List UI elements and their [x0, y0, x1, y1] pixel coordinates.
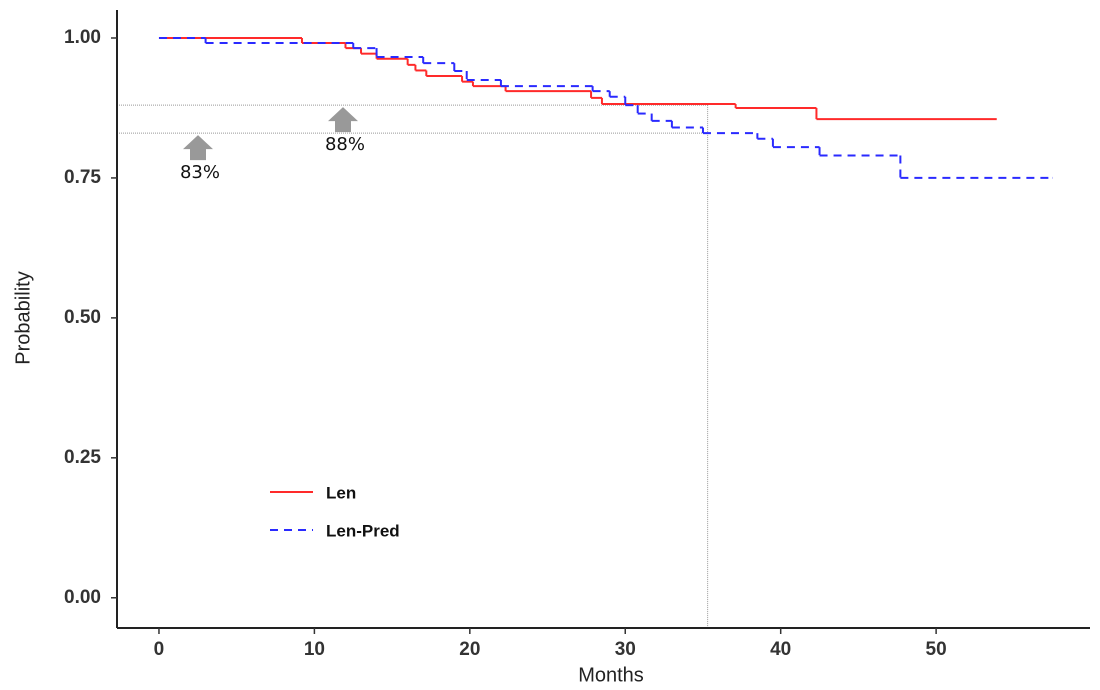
x-tick-label: 20 [459, 639, 480, 660]
annotation: 88% [325, 134, 365, 155]
x-tick-label: 50 [926, 639, 947, 660]
y-axis-title: Probability [12, 271, 34, 364]
annotation: 83% [180, 162, 220, 183]
legend-label: Len-Pred [326, 521, 400, 540]
y-tick-label: 1.00 [64, 27, 101, 48]
arrow [328, 107, 358, 133]
legend-label: Len [326, 483, 356, 502]
y-tick-label: 0.75 [64, 167, 101, 188]
y-tick-label: 0.25 [64, 447, 101, 468]
x-tick-label: 40 [770, 639, 791, 660]
x-axis-title: Months [578, 664, 644, 686]
x-tick-label: 0 [154, 639, 165, 660]
y-tick-label: 0.50 [64, 307, 101, 328]
x-tick-label: 30 [615, 639, 636, 660]
x-tick-label: 10 [304, 639, 325, 660]
y-tick-label: 0.00 [64, 587, 101, 608]
arrow [183, 135, 213, 161]
